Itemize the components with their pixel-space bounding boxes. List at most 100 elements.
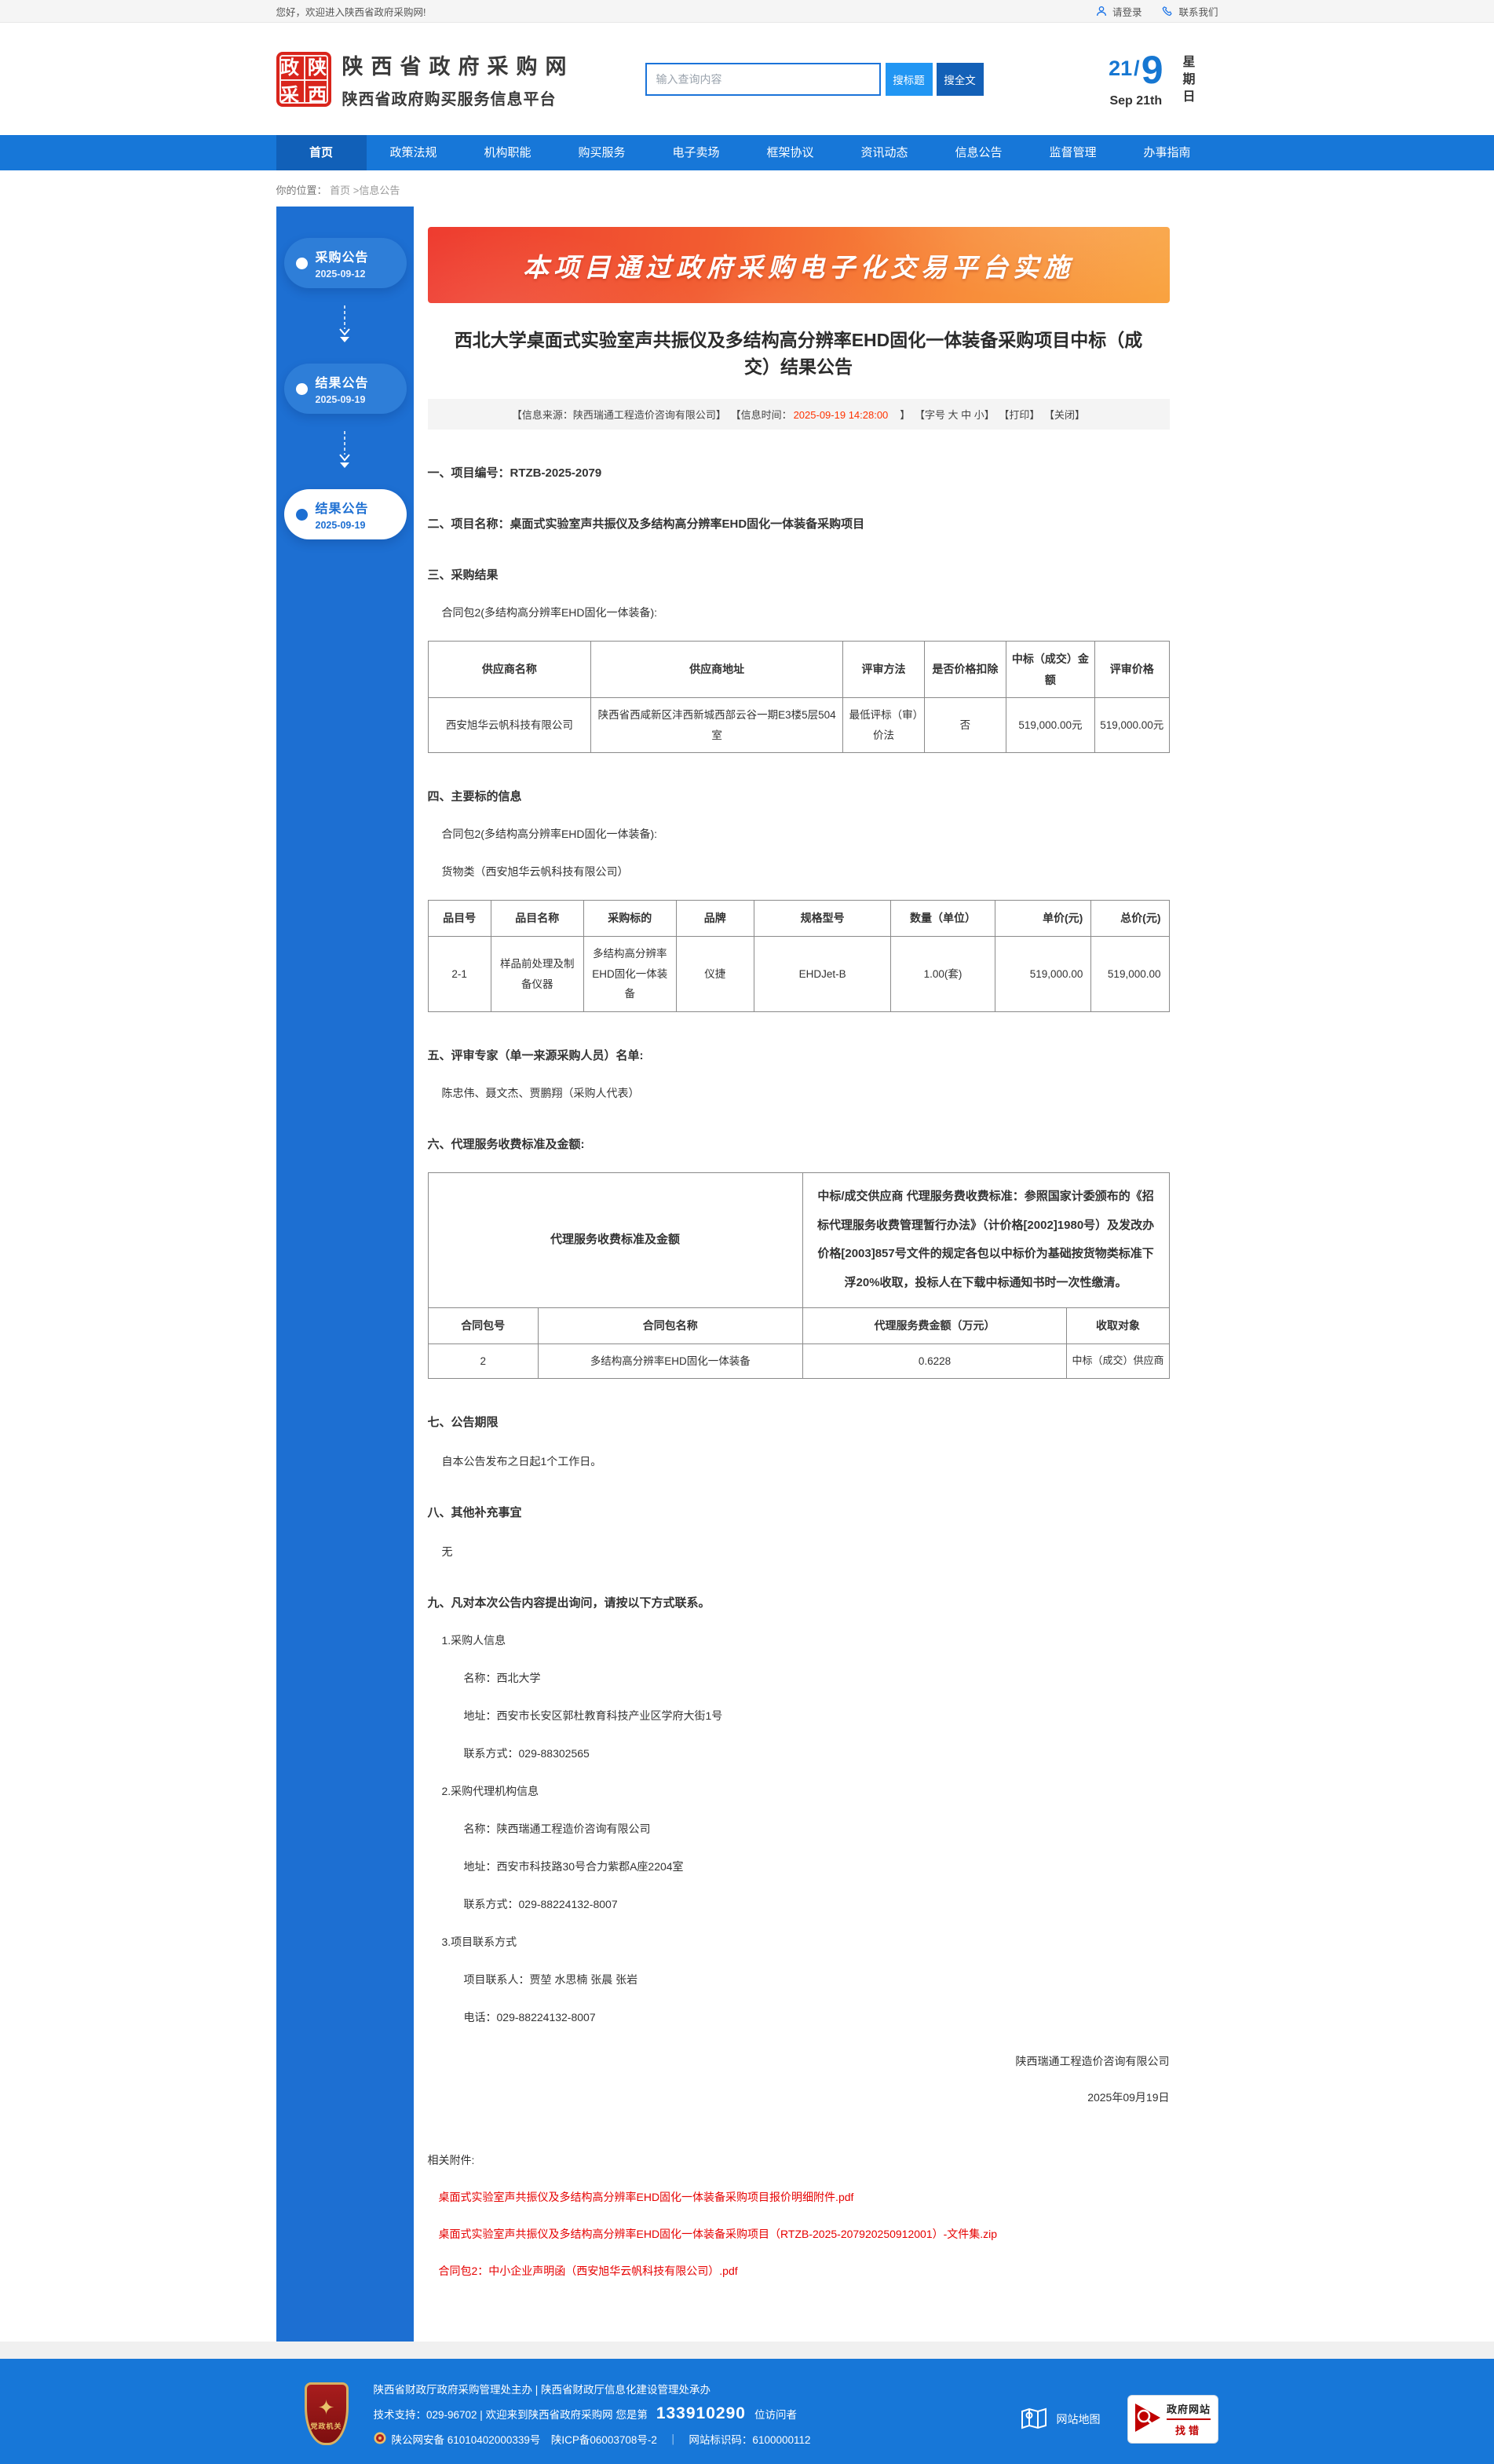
header-cell: 总价(元) (1090, 900, 1170, 938)
search-fulltext-button[interactable]: 搜全文 (936, 62, 984, 96)
visitor-count: 133910290 (656, 2404, 746, 2423)
section-agency-fee-heading: 六、代理服务收费标准及金额: (427, 1137, 585, 1151)
table-header-row: 合同包号 合同包名称 代理服务费金额（万元） 收取对象 (427, 1307, 1170, 1344)
police-badge-icon (374, 2432, 386, 2447)
nav-item-functions[interactable]: 机构职能 (484, 146, 531, 159)
weekday-label: 星期日 (1180, 54, 1194, 107)
nav-item-announcements[interactable]: 信息公告 (955, 146, 1003, 159)
search-bar: 搜标题 搜全文 (645, 62, 984, 96)
header-cell: 中标（成交）金额 (1005, 640, 1096, 699)
agency-address: 地址：西安市科技路30号合力紫郡A座2204室 (463, 1860, 684, 1874)
topbar: 您好，欢迎进入陕西省政府采购网! 请登录 联系我们 (0, 0, 1494, 23)
search-input[interactable] (645, 62, 881, 96)
attachment-link-quote-detail-pdf[interactable]: 桌面式实验室声共振仪及多结构高分辨率EHD固化一体装备采购项目报价明细附件.pd… (438, 2191, 854, 2204)
header-cell: 合同包名称 (537, 1307, 803, 1344)
contract-package-note: 合同包2(多结构高分辨率EHD固化一体装备): (441, 606, 658, 619)
nav-item-guide[interactable]: 办事指南 (1143, 146, 1191, 159)
section-contact-heading: 九、凡对本次公告内容提出询问，请按以下方式联系。 (427, 1596, 710, 1610)
nav-item-purchase-services[interactable]: 购买服务 (578, 146, 626, 159)
section-other-heading: 八、其他补充事宜 (427, 1506, 522, 1520)
date-english: Sep 21th (1109, 93, 1163, 108)
banner-text: 本项目通过政府采购电子化交易平台实施 (523, 252, 1074, 282)
site-error-report-badge[interactable]: 政府网站 找错 (1127, 2395, 1218, 2444)
nav-item-news[interactable]: 资讯动态 (860, 146, 908, 159)
font-size-controls[interactable]: 【字号 大 中 小】 (914, 409, 995, 421)
close-button[interactable]: 【关闭】 (1044, 409, 1086, 421)
section-experts-heading: 五、评审专家（单一来源采购人员）名单: (427, 1048, 644, 1062)
nav-item-supervision[interactable]: 监督管理 (1049, 146, 1097, 159)
breadcrumb-home-link[interactable]: 首页 (330, 185, 351, 196)
step-dot (295, 257, 308, 269)
section-period-heading: 七、公告期限 (427, 1416, 499, 1430)
step-dot (295, 382, 308, 395)
table-row: 西安旭华云帆科技有限公司 陕西省西咸新区沣西新城西部云谷一期E3楼5层504室 … (427, 697, 1170, 754)
main-nav: 首页 政策法规 机构职能 购买服务 电子卖场 框架协议 资讯动态 信息公告 监督… (0, 135, 1494, 170)
breadcrumb-prefix: 你的位置： (276, 185, 327, 196)
header-cell: 品目名称 (490, 900, 584, 938)
table-row: 代理服务收费标准及金额 中标/成交供应商 代理服务费收费标准：参照国家计委颁布的… (427, 1172, 1170, 1308)
date-day: 21 (1109, 56, 1133, 80)
header-cell: 供应商地址 (590, 640, 844, 699)
nav-item-e-market[interactable]: 电子卖场 (672, 146, 720, 159)
site-title: 陕西省政府采购网 (342, 54, 575, 79)
header-cell: 收取对象 (1066, 1307, 1170, 1344)
table-header-row: 品目号 品目名称 采购标的 品牌 规格型号 数量（单位） 单价(元) 总价(元) (427, 900, 1170, 938)
step-date: 2025-09-12 (315, 269, 366, 280)
contact-link[interactable]: 联系我们 (1162, 4, 1218, 19)
info-time: 2025-09-19 14:28:00 (793, 409, 889, 421)
header-cell: 品目号 (427, 900, 491, 938)
footer-organizer-line: 陕西省财政厅政府采购管理处主办 | 陕西省财政厅信息化建设管理处承办 (374, 2381, 811, 2396)
cell-model: EHDJet-B (753, 936, 892, 1012)
project-contact-title: 3.项目联系方式 (441, 1936, 517, 1949)
step-dot (295, 508, 308, 521)
platform-banner: 本项目通过政府采购电子化交易平台实施 (427, 227, 1170, 303)
print-button[interactable]: 【打印】 (999, 409, 1040, 421)
welcome-text: 您好，欢迎进入陕西省政府采购网! (276, 6, 426, 18)
cell-package-name: 多结构高分辨率EHD固化一体装备 (537, 1343, 803, 1380)
header-cell: 规格型号 (753, 900, 892, 938)
goods-category-note: 货物类（西安旭华云帆科技有限公司） (441, 865, 629, 879)
agency-info-title: 2.采购代理机构信息 (441, 1785, 539, 1798)
cell-total-price: 519,000.00 (1090, 936, 1170, 1012)
nav-item-framework[interactable]: 框架协议 (766, 146, 814, 159)
site-subtitle: 陕西省政府购买服务信息平台 (342, 90, 557, 108)
cell-quantity: 1.00(套) (890, 936, 995, 1012)
table-header-row: 供应商名称 供应商地址 评审方法 是否价格扣除 中标（成交）金额 评审价格 (427, 640, 1170, 699)
timeline-step-procurement-notice[interactable]: 采购公告 2025-09-12 (283, 238, 407, 288)
breadcrumb: 你的位置： 首页 >信息公告 (276, 170, 1218, 207)
sitemap-link[interactable]: 网站地图 (1021, 2407, 1101, 2433)
project-contacts: 项目联系人：贾堃 水思楠 张晨 张岩 (463, 1973, 638, 1987)
nav-item-home[interactable]: 首页 (276, 135, 367, 170)
prefooter-gap (0, 2342, 1494, 2360)
timeline-step-result-notice-1[interactable]: 结果公告 2025-09-19 (283, 364, 407, 414)
attachments-title: 相关附件: (427, 2154, 475, 2167)
user-icon (1095, 5, 1108, 17)
step-date: 2025-09-19 (315, 394, 366, 405)
cell-supplier-address: 陕西省西咸新区沣西新城西部云谷一期E3楼5层504室 (590, 697, 844, 754)
section-project-number: 一、项目编号：RTZB-2025-2079 (427, 466, 602, 480)
nav-item-policies[interactable]: 政策法规 (389, 146, 437, 159)
attachment-link-sme-declaration-pdf[interactable]: 合同包2：中小企业声明函（西安旭华云帆科技有限公司）.pdf (438, 2265, 738, 2278)
cell-fee-amount: 0.6228 (802, 1343, 1068, 1380)
emblem-glyph: ✦ (317, 2395, 335, 2419)
info-time-close: 】 (889, 409, 911, 421)
header-cell: 评审方法 (842, 640, 925, 699)
meta-bar: 【信息来源：陕西瑞通工程造价咨询有限公司】 【信息时间： 2025-09-19 1… (427, 399, 1170, 430)
timeline-step-result-notice-2[interactable]: 结果公告 2025-09-19 (283, 489, 407, 539)
step-label: 结果公告 (315, 377, 369, 390)
signature-block: 陕西瑞通工程造价咨询有限公司 2025年09月19日 (428, 2053, 1170, 2105)
organizer-text: 陕西省财政厅政府采购管理处主办 | 陕西省财政厅信息化建设管理处承办 (373, 2384, 711, 2396)
table-row: 2-1 样品前处理及制备仪器 多结构高分辨率EHD固化一体装备 仪捷 EHDJe… (427, 936, 1170, 1012)
search-title-button[interactable]: 搜标题 (885, 62, 933, 96)
timeline-sidebar: 采购公告 2025-09-12 结果公告 2025-09-19 结果公告 202… (276, 207, 414, 2342)
date-widget: 21 / 9 Sep 21th 星期日 (1109, 50, 1218, 108)
login-link[interactable]: 请登录 (1095, 4, 1142, 19)
purchaser-name: 名称：西北大学 (463, 1672, 541, 1685)
login-label: 请登录 (1112, 6, 1142, 18)
license-text: 陕公网安备 61010402000339号 陕ICP备06003708号-2 ｜… (391, 2434, 811, 2447)
fee-standard-label: 代理服务收费标准及金额 (427, 1172, 803, 1308)
attachment-link-file-set-zip[interactable]: 桌面式实验室声共振仪及多结构高分辨率EHD固化一体装备采购项目（RTZB-202… (438, 2228, 998, 2241)
breadcrumb-current: >信息公告 (352, 185, 400, 196)
header-cell: 数量（单位） (890, 900, 995, 938)
emblem-label: 党政机关 (310, 2422, 342, 2430)
